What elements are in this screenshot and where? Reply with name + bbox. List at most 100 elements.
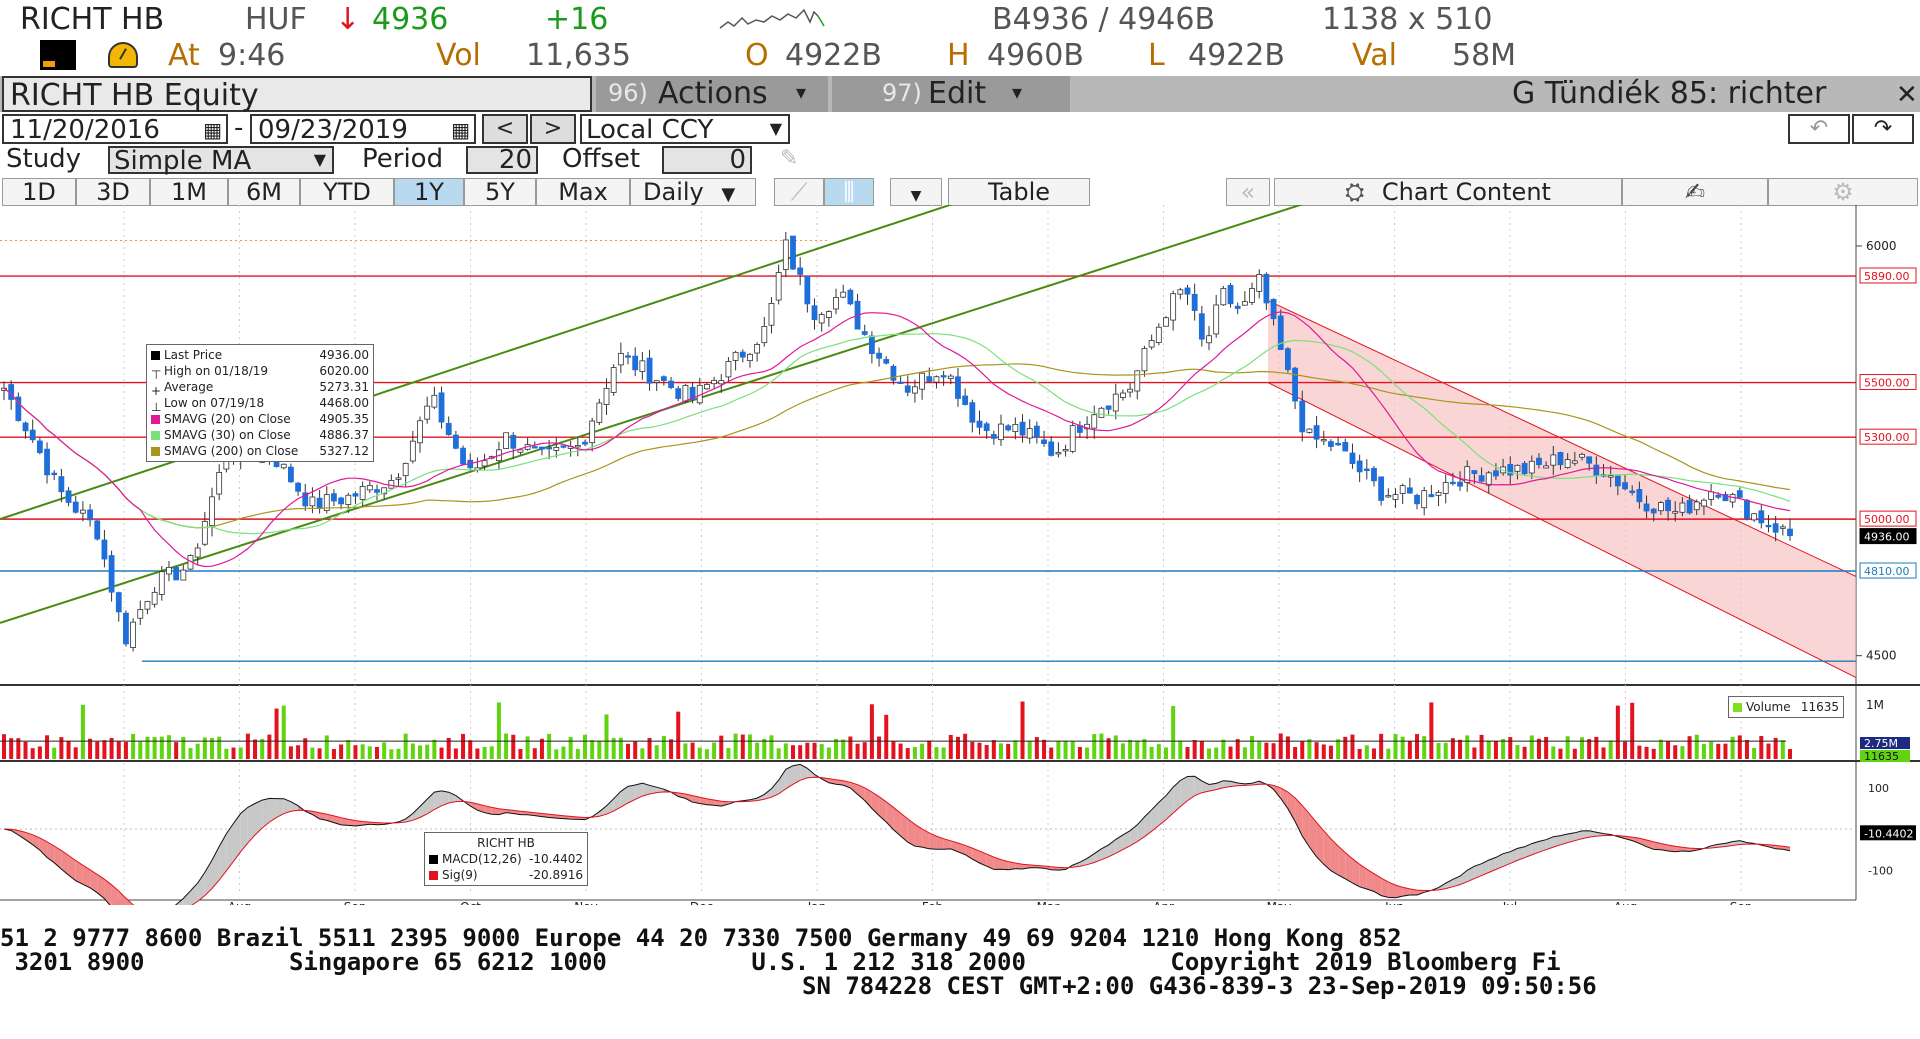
candle-body — [531, 446, 538, 449]
volume-bar — [1565, 736, 1570, 759]
close-icon[interactable]: ✕ — [1896, 80, 1918, 110]
undo-button[interactable]: ↶ — [1788, 114, 1850, 144]
macd-fill — [972, 848, 980, 864]
range-max-button[interactable]: Max — [536, 178, 630, 206]
ticker-name: RICHT HB — [20, 2, 165, 37]
candle-chart-button[interactable]: ⫼ — [824, 178, 874, 206]
range-6m-button[interactable]: 6M — [228, 178, 300, 206]
chevron-down-icon: ▼ — [721, 184, 736, 205]
calendar-icon[interactable]: ▦ — [451, 118, 470, 142]
macd-fill — [1402, 887, 1410, 897]
volume-bar — [1493, 740, 1498, 759]
candle-body — [1005, 425, 1012, 431]
candle-body — [1069, 425, 1076, 452]
price-badge-label: 5000.00 — [1864, 513, 1910, 526]
period-input[interactable]: 20 — [466, 146, 538, 174]
open-value: 4922B — [785, 38, 882, 73]
volume-bar — [1651, 748, 1656, 759]
candle-body — [345, 494, 352, 505]
annotate-icon[interactable]: ✍ — [1622, 178, 1768, 206]
macd-fill — [943, 838, 951, 850]
date-from-field[interactable]: 11/20/2016 ▦ — [2, 114, 228, 145]
candle-body — [897, 381, 904, 385]
legend-value: -10.4402 — [529, 852, 583, 866]
candle-body — [417, 420, 423, 444]
gear-icon[interactable]: ⚙ — [1768, 178, 1918, 206]
security-field[interactable]: RICHT HB Equity — [2, 76, 592, 113]
actions-menu[interactable]: 96) Actions ▾ — [596, 76, 828, 112]
candle-body — [1722, 494, 1729, 502]
volume-bar — [1214, 747, 1219, 759]
offset-input[interactable]: 0 — [662, 146, 752, 174]
volume-avg-badge — [1860, 737, 1910, 749]
volume-bar — [217, 736, 222, 759]
legend-label: High on 01/18/19 — [164, 364, 269, 378]
calendar-icon[interactable]: ▦ — [203, 118, 222, 142]
collapse-icon[interactable]: « — [1226, 178, 1270, 206]
macd-fill — [341, 817, 349, 826]
volume-bar — [339, 744, 344, 759]
volume-bar — [1336, 739, 1341, 759]
candle-body — [1349, 452, 1356, 464]
chart-content-button[interactable]: ⛭ Chart Content — [1274, 178, 1622, 206]
volume-bar — [1142, 739, 1147, 759]
pencil-icon[interactable]: ✎ — [780, 146, 799, 171]
range-1d-button[interactable]: 1D — [2, 178, 76, 206]
legend-value: 4886.37 — [319, 428, 369, 442]
candle-body — [388, 480, 395, 489]
candle-body — [1234, 305, 1241, 309]
macd-fill — [613, 791, 621, 812]
volume-bar — [1163, 747, 1168, 759]
x-tick-label: Jun — [1384, 900, 1404, 905]
range-1m-button[interactable]: 1M — [150, 178, 228, 206]
macd-fill — [484, 805, 492, 815]
candle-body — [36, 440, 43, 454]
prev-period-button[interactable]: < — [482, 114, 528, 144]
range-1y-button[interactable]: 1Y — [394, 178, 464, 206]
macd-fill — [276, 798, 284, 818]
macd-fill — [1546, 836, 1554, 850]
volume-bar — [1113, 735, 1118, 759]
range-3d-button[interactable]: 3D — [76, 178, 150, 206]
candle-body — [79, 509, 86, 514]
macd-fill — [290, 801, 299, 812]
candle-body — [1127, 388, 1134, 393]
edit-menu[interactable]: 97) Edit ▾ — [832, 76, 1070, 112]
candle-body — [625, 355, 631, 358]
regression-channel — [1268, 300, 1856, 678]
candle-body — [65, 490, 72, 503]
study-select[interactable]: Simple MA ▼ — [108, 146, 334, 176]
range-ytd-button[interactable]: YTD — [300, 178, 394, 206]
volume-bar — [633, 741, 638, 759]
macd-fill — [25, 832, 33, 845]
volume-bar — [1709, 741, 1714, 759]
candle-body — [1141, 348, 1148, 372]
candle-body — [1665, 499, 1671, 512]
legend-row: + Average 5273.31 — [151, 379, 369, 398]
volume-bar — [733, 733, 738, 759]
candle-body — [1435, 491, 1442, 496]
candle-body — [1528, 460, 1535, 474]
volume-bar — [1407, 741, 1412, 759]
table-button[interactable]: Table — [948, 178, 1090, 206]
chart-type-dropdown[interactable]: ▼ — [890, 178, 942, 206]
frequency-select[interactable]: Daily ▼ — [630, 178, 756, 206]
macd-fill — [1488, 857, 1496, 873]
price-chart[interactable]: JulAugSepOctNovDecJanFebMarAprMayJunJulA… — [0, 205, 1920, 905]
range-5y-button[interactable]: 5Y — [464, 178, 536, 206]
chevron-down-icon: ▼ — [313, 150, 326, 169]
footer-contacts-line: 51 2 9777 8600 Brazil 5511 2395 9000 Eur… — [0, 924, 1402, 952]
speedometer-icon[interactable] — [108, 42, 138, 68]
macd-fill — [1008, 861, 1016, 870]
currency-select[interactable]: Local CCY ▼ — [580, 114, 790, 145]
redo-button[interactable]: ↷ — [1852, 114, 1914, 144]
candle-body — [1241, 301, 1248, 306]
macd-fill — [1675, 846, 1683, 852]
date-to-field[interactable]: 09/23/2019 ▦ — [250, 114, 476, 145]
next-period-button[interactable]: > — [530, 114, 576, 144]
candle-body — [660, 376, 667, 381]
macd-fill — [420, 799, 428, 818]
candle-body — [653, 380, 660, 383]
line-chart-button[interactable]: ⟋ — [774, 178, 824, 206]
volume-bar — [826, 747, 831, 759]
